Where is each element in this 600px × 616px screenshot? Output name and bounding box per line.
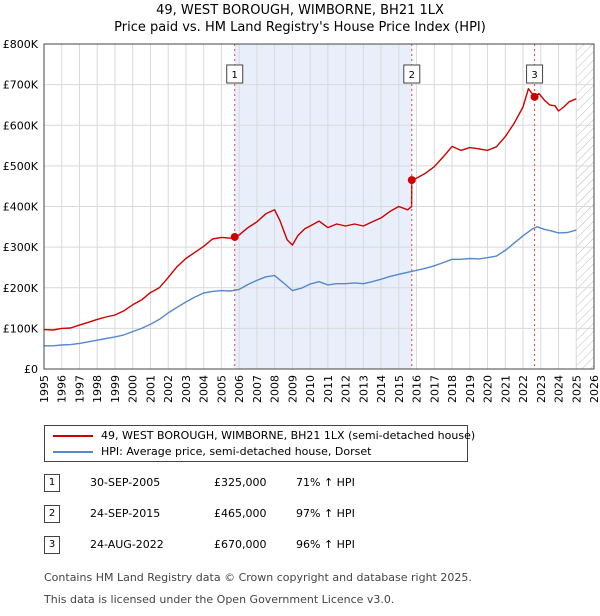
x-tick-label: 2014	[375, 375, 388, 403]
x-tick-label: 2004	[198, 375, 211, 403]
x-tick-label: 2005	[215, 375, 228, 403]
chart-title: 49, WEST BOROUGH, WIMBORNE, BH21 1LX Pri…	[0, 2, 600, 36]
x-tick-label: 2022	[517, 375, 530, 403]
x-tick-label: 2000	[127, 375, 140, 403]
x-tick-label: 2003	[180, 375, 193, 403]
sale-point	[230, 232, 239, 241]
y-tick-label: £700K	[3, 79, 39, 92]
x-tick-label: 2017	[428, 375, 441, 403]
x-tick-label: 2019	[464, 375, 477, 403]
chart-title-line1: 49, WEST BOROUGH, WIMBORNE, BH21 1LX	[156, 3, 444, 18]
y-tick-label: £500K	[3, 160, 39, 173]
x-tick-label: 2008	[269, 375, 282, 403]
x-tick-label: 2023	[535, 375, 548, 403]
x-tick-label: 2018	[446, 375, 459, 403]
x-tick-label: 2016	[411, 375, 424, 403]
sale-marker-box	[226, 64, 244, 84]
footer-copyright: Contains HM Land Registry data © Crown c…	[44, 571, 472, 584]
sale-marker-label: 1	[232, 70, 238, 81]
x-tick-label: 2013	[357, 375, 370, 403]
y-tick-label: £800K	[3, 38, 39, 51]
sale-date: 24-SEP-2015	[90, 507, 161, 520]
sale-marker-box	[526, 64, 544, 84]
y-tick-label: £400K	[3, 201, 39, 214]
x-tick-label: 2026	[588, 375, 600, 403]
y-tick-label: £200K	[3, 282, 39, 295]
x-tick-label: 2025	[570, 375, 583, 403]
sale-number: 1	[44, 474, 60, 492]
sale-hpi-change: 97% ↑ HPI	[296, 507, 355, 520]
y-tick-label: £300K	[3, 241, 39, 254]
y-tick-label: £100K	[3, 322, 39, 335]
price-chart: 1 2 3 £0 £100K £200K £300K £400K £500K £600K £700…	[3, 38, 600, 403]
x-tick-label: 1996	[56, 375, 69, 403]
x-tick-label: 1998	[91, 375, 104, 403]
sale-hpi-change: 96% ↑ HPI	[296, 538, 355, 551]
x-tick-label: 2021	[499, 375, 512, 403]
x-tick-label: 2011	[322, 375, 335, 403]
x-tick-label: 2001	[144, 375, 157, 403]
sale-number: 2	[44, 505, 60, 523]
x-tick-label: 2007	[251, 375, 264, 403]
property-series-line	[44, 87, 577, 331]
x-tick-label: 2006	[233, 375, 246, 403]
legend-label-property: 49, WEST BOROUGH, WIMBORNE, BH21 1LX (se…	[101, 429, 476, 442]
x-tick-label: 1997	[73, 375, 86, 403]
x-tick-label: 2002	[162, 375, 175, 403]
x-tick-label: 2024	[553, 375, 566, 403]
sale-price: £465,000	[214, 507, 267, 520]
x-tick-label: 2015	[393, 375, 406, 403]
sale-price: £325,000	[214, 476, 267, 489]
legend-label-hpi: HPI: Average price, semi-detached house,…	[101, 445, 372, 458]
y-tick-label: £0	[24, 363, 38, 376]
sale-marker-label: 3	[531, 70, 537, 81]
sale-price: £670,000	[214, 538, 267, 551]
legend-swatch-property	[53, 435, 93, 437]
chart-title-line2: Price paid vs. HM Land Registry's House …	[114, 20, 486, 35]
plot-frame	[43, 43, 595, 370]
y-tick-label: £600K	[3, 119, 39, 132]
x-tick-label: 2012	[340, 375, 353, 403]
legend-swatch-hpi	[53, 451, 93, 453]
x-tick-label: 2010	[304, 375, 317, 403]
x-tick-label: 1995	[38, 375, 51, 403]
x-tick-label: 2009	[286, 375, 299, 403]
hpi-series-line	[44, 226, 577, 347]
x-tick-label: 2020	[482, 375, 495, 403]
x-tick-label: 1999	[109, 375, 122, 403]
sale-number: 3	[44, 536, 60, 554]
footer-licence: This data is licensed under the Open Gov…	[44, 593, 395, 606]
sale-point	[407, 176, 416, 185]
sale-marker-box	[403, 64, 421, 84]
sale-marker-label: 2	[409, 70, 415, 81]
footer: Contains HM Land Registry data © Crown c…	[44, 561, 472, 616]
sale-date: 30-SEP-2005	[90, 476, 161, 489]
sale-date: 24-AUG-2022	[90, 538, 164, 551]
sale-point	[530, 92, 539, 101]
legend: 49, WEST BOROUGH, WIMBORNE, BH21 1LX (se…	[44, 425, 475, 462]
sale-hpi-change: 71% ↑ HPI	[296, 476, 355, 489]
